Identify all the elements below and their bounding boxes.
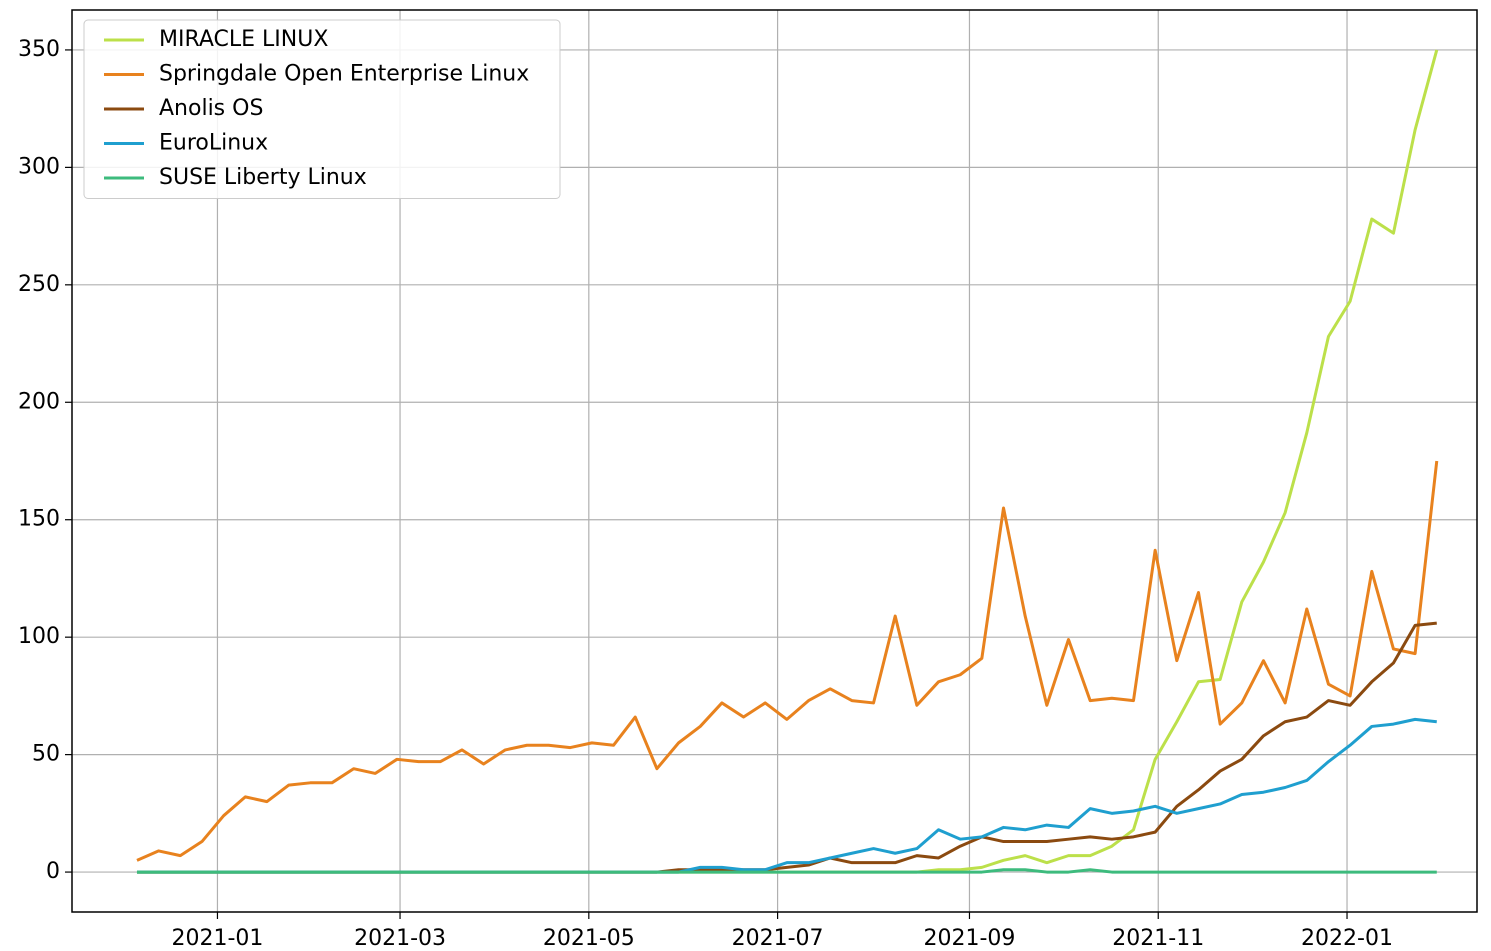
y-tick-label: 300 <box>18 154 60 179</box>
line <box>136 868 1437 874</box>
y-tick-label: 50 <box>32 742 60 767</box>
y-tick-label: 0 <box>46 859 60 884</box>
y-tick-label: 350 <box>18 37 60 62</box>
x-tick-label: 2021-11 <box>1112 926 1204 951</box>
legend: MIRACLE LINUX Springdale Open Enterprise … <box>83 19 561 199</box>
plot-frame <box>71 9 1478 913</box>
y-tick-label: 150 <box>18 507 60 532</box>
legend-label: Anolis OS <box>159 96 263 121</box>
y-tick-label: 200 <box>18 389 60 414</box>
x-tick-label: 2021-05 <box>543 926 635 951</box>
x-tick-label: 2021-07 <box>732 926 824 951</box>
x-tick-label: 2021-03 <box>354 926 446 951</box>
line <box>136 460 1439 862</box>
legend-box <box>83 19 561 199</box>
legend-label: MIRACLE LINUX <box>159 27 328 52</box>
line <box>136 717 1437 874</box>
line <box>136 621 1437 874</box>
x-tick-label: 2021-01 <box>171 926 263 951</box>
legend-label: EuroLinux <box>159 131 268 156</box>
legend-label: Springdale Open Enterprise Linux <box>159 62 529 87</box>
y-tick-label: 250 <box>18 272 60 297</box>
legend-label: SUSE Liberty Linux <box>159 165 367 190</box>
x-tick-label: 2022-01 <box>1301 926 1393 951</box>
y-tick-label: 100 <box>18 624 60 649</box>
x-tick-label: 2021-09 <box>924 926 1016 951</box>
